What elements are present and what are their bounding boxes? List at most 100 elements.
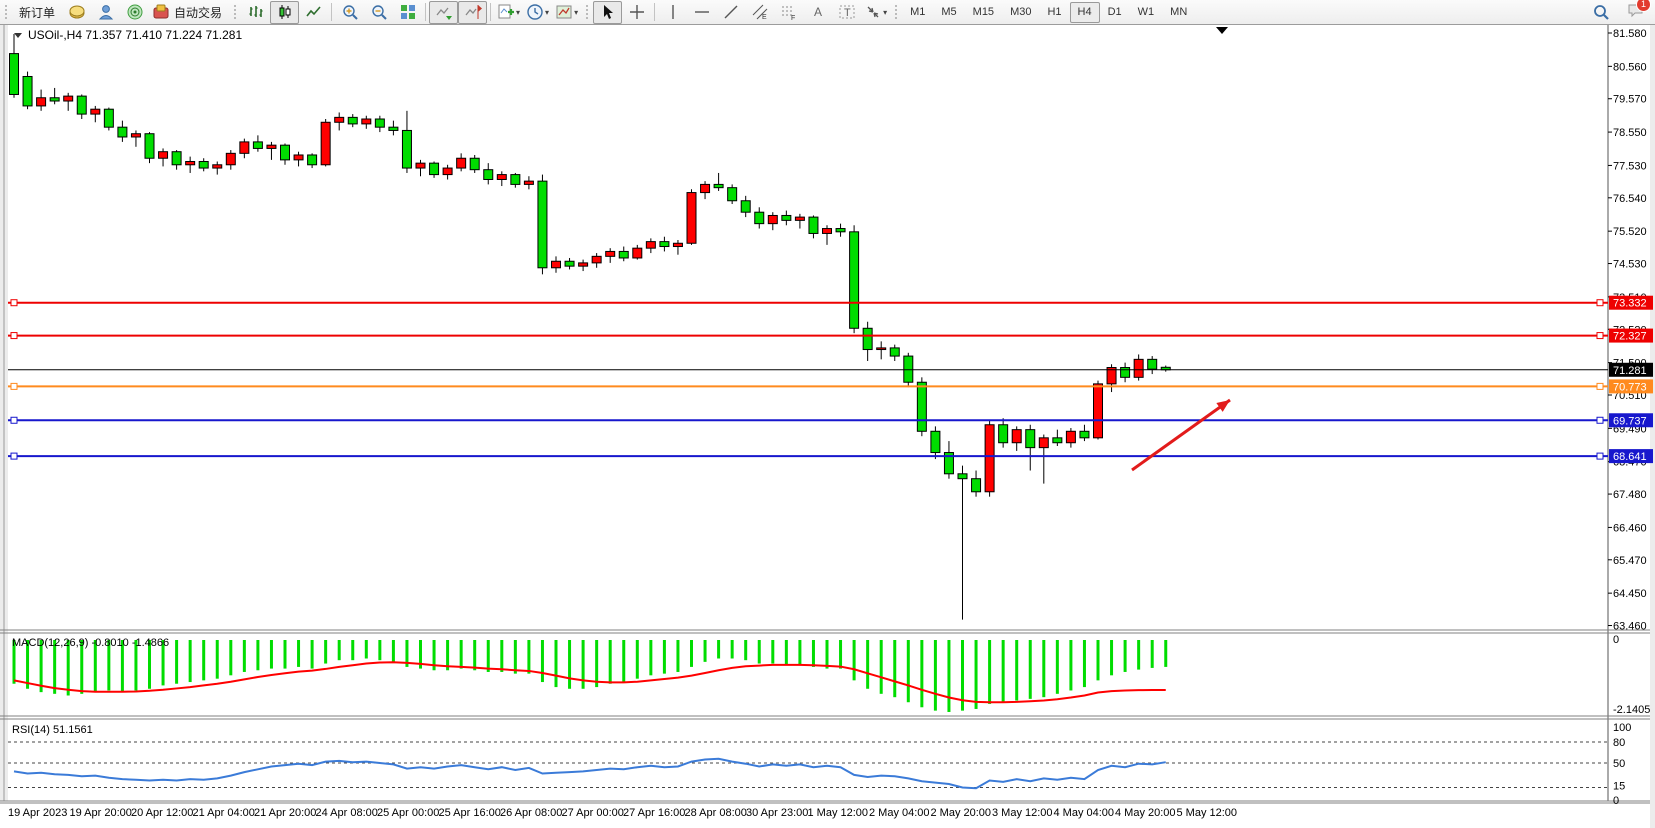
horizontal-line-tool-icon[interactable] <box>687 1 716 24</box>
coin-icon[interactable] <box>62 1 91 24</box>
fibonacci-tool-icon[interactable]: F <box>774 1 803 24</box>
chevron-down-icon[interactable]: ▾ <box>574 7 579 17</box>
text-tool-icon[interactable]: A <box>803 1 832 24</box>
templates-icon[interactable]: ▾ <box>552 1 581 24</box>
candlestick-chart-type-icon[interactable] <box>270 0 300 24</box>
trend-arrow-annotation[interactable] <box>1131 398 1231 472</box>
level-line-72.327[interactable]: 72.327 <box>8 328 1653 343</box>
level-line-69.737[interactable]: 69.737 <box>8 413 1653 428</box>
svg-text:21 Apr 04:00: 21 Apr 04:00 <box>193 807 255 819</box>
bar-chart-type-icon[interactable] <box>241 1 270 24</box>
svg-text:67.480: 67.480 <box>1613 489 1647 501</box>
timeframe-bar: M1 M5 M15 M30 H1 H4 D1 W1 MN <box>902 1 1195 23</box>
timeframe-m1[interactable]: M1 <box>910 6 926 18</box>
svg-text:64.450: 64.450 <box>1613 588 1647 600</box>
chevron-down-icon[interactable]: ▾ <box>883 7 888 17</box>
indicators-icon[interactable]: ▾ <box>494 1 523 24</box>
cursor-tool-icon[interactable] <box>593 0 623 24</box>
signals-icon[interactable] <box>120 1 149 24</box>
text-label-tool-icon[interactable]: T <box>832 1 861 24</box>
svg-text:77.530: 77.530 <box>1613 160 1647 172</box>
svg-text:4 May 20:00: 4 May 20:00 <box>1115 807 1176 819</box>
svg-text:2 May 20:00: 2 May 20:00 <box>931 807 992 819</box>
notification-badge: 1 <box>1636 0 1651 12</box>
search-icon[interactable] <box>1586 1 1615 24</box>
svg-text:30 Apr 23:00: 30 Apr 23:00 <box>746 807 808 819</box>
rsi-line <box>13 757 1166 790</box>
periods-clock-icon[interactable]: ▾ <box>523 1 552 24</box>
svg-text:81.580: 81.580 <box>1613 28 1647 40</box>
timeframe-mn[interactable]: MN <box>1170 6 1188 18</box>
svg-text:1 May 12:00: 1 May 12:00 <box>808 807 869 819</box>
trendline-tool-icon[interactable] <box>716 1 745 24</box>
level-line-73.332[interactable]: 73.332 <box>8 295 1653 310</box>
profiles-icon[interactable] <box>91 1 120 24</box>
timeframe-h4[interactable]: H4 <box>1069 1 1100 23</box>
svg-text:0: 0 <box>1613 634 1619 646</box>
timeframe-m5[interactable]: M5 <box>941 6 957 18</box>
svg-text:68.641: 68.641 <box>1613 451 1647 463</box>
vertical-line-tool-icon[interactable] <box>658 1 687 24</box>
svg-text:24 Apr 08:00: 24 Apr 08:00 <box>316 807 378 819</box>
timeframe-m30[interactable]: M30 <box>1010 6 1032 18</box>
svg-text:3 May 12:00: 3 May 12:00 <box>992 807 1053 819</box>
svg-text:USOil-,H4 71.357 71.410 71.22: USOil-,H4 71.357 71.410 71.224 71.281 <box>28 28 242 42</box>
svg-text:19 Apr 20:00: 19 Apr 20:00 <box>70 807 132 819</box>
tile-windows-icon[interactable] <box>393 1 422 24</box>
macd-pane: MACD(12,26,9) -0.8010 -1.4866 0 -2.1405 <box>12 634 1650 716</box>
svg-text:80.560: 80.560 <box>1613 61 1647 73</box>
timeframe-h1[interactable]: H1 <box>1047 6 1062 18</box>
time-axis[interactable]: 19 Apr 2023 19 Apr 20:00 20 Apr 12:00 21 Ap… <box>8 807 1237 819</box>
candles <box>9 33 1171 620</box>
svg-text:65.470: 65.470 <box>1613 555 1647 567</box>
auto-trading-label: 自动交易 <box>174 5 223 20</box>
arrows-tool-icon[interactable]: ▾ <box>861 1 890 24</box>
svg-text:76.540: 76.540 <box>1613 193 1647 205</box>
toolbar-grip[interactable] <box>585 4 591 20</box>
auto-scroll-icon[interactable] <box>429 0 459 24</box>
svg-text:26 Apr 08:00: 26 Apr 08:00 <box>500 807 562 819</box>
svg-text:78.550: 78.550 <box>1613 127 1647 139</box>
svg-text:73.332: 73.332 <box>1613 298 1647 310</box>
toolbar-grip[interactable] <box>4 4 9 20</box>
timeframe-w1[interactable]: W1 <box>1137 6 1155 18</box>
svg-text:74.530: 74.530 <box>1613 259 1647 271</box>
collapse-quote-arrow[interactable] <box>14 33 22 38</box>
chart-background <box>0 25 1655 828</box>
svg-text:70.773: 70.773 <box>1613 381 1647 393</box>
svg-text:4 May 04:00: 4 May 04:00 <box>1054 807 1115 819</box>
chevron-down-icon[interactable]: ▾ <box>545 7 550 17</box>
svg-text:20 Apr 12:00: 20 Apr 12:00 <box>131 807 193 819</box>
level-line-68.641[interactable]: 68.641 <box>8 449 1653 464</box>
rsi-pane: RSI(14) 51.1561 100 80 50 15 0 <box>8 722 1631 807</box>
line-chart-type-icon[interactable] <box>299 1 328 24</box>
level-line-70.773[interactable]: 70.773 <box>8 379 1653 394</box>
svg-text:69.737: 69.737 <box>1613 415 1647 427</box>
new-order-label: 新订单 <box>19 5 56 20</box>
timeframe-m15[interactable]: M15 <box>972 6 995 18</box>
svg-text:79.570: 79.570 <box>1613 94 1647 106</box>
chart-title: USOil-,H4 71.357 71.410 71.224 71.281 <box>14 28 242 42</box>
chart-shift-marker[interactable] <box>1216 27 1228 34</box>
notifications-button[interactable]: 1 <box>1627 0 1651 24</box>
toolbar-grip[interactable] <box>233 4 239 20</box>
svg-text:F: F <box>791 15 795 21</box>
timeframe-d1[interactable]: D1 <box>1107 6 1122 18</box>
svg-text:100: 100 <box>1613 722 1631 734</box>
macd-signal-line <box>13 661 1166 704</box>
svg-text:75.520: 75.520 <box>1613 226 1647 238</box>
zoom-in-icon[interactable] <box>335 1 364 24</box>
equidistant-channel-tool-icon[interactable]: E <box>745 1 774 24</box>
new-order-button[interactable]: 新订单 <box>12 1 62 24</box>
chevron-down-icon[interactable]: ▾ <box>516 7 521 17</box>
svg-text:25 Apr 16:00: 25 Apr 16:00 <box>439 807 501 819</box>
svg-text:66.460: 66.460 <box>1613 522 1647 534</box>
chart-shift-icon[interactable] <box>458 0 488 24</box>
auto-trading-button[interactable]: 自动交易 <box>149 1 229 24</box>
crosshair-tool-icon[interactable] <box>622 1 651 24</box>
svg-text:27 Apr 00:00: 27 Apr 00:00 <box>562 807 624 819</box>
toolbar-grip[interactable] <box>894 4 900 20</box>
svg-text:2 May 04:00: 2 May 04:00 <box>869 807 930 819</box>
zoom-out-icon[interactable] <box>364 1 393 24</box>
